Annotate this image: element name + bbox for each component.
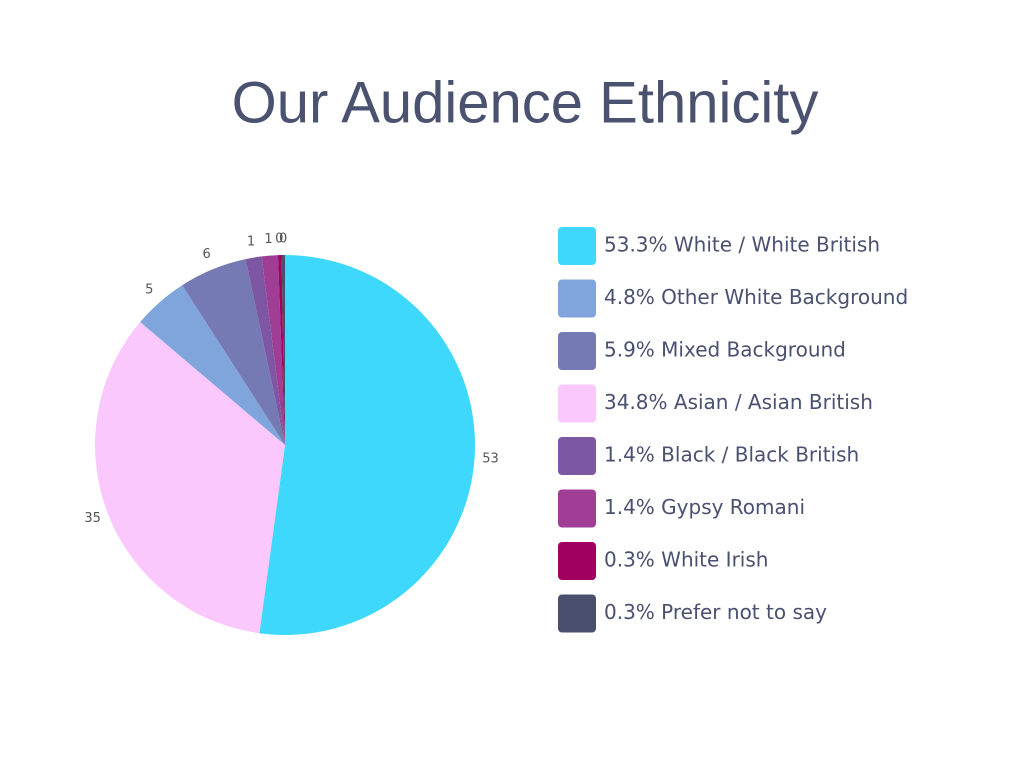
legend-swatch bbox=[558, 384, 596, 423]
legend-swatch bbox=[558, 437, 596, 475]
slice-label: 6 bbox=[202, 247, 210, 262]
slice-label: 5 bbox=[145, 283, 153, 298]
legend-label: 0.3% White Irish bbox=[604, 548, 768, 572]
legend-label: 0.3% Prefer not to say bbox=[604, 600, 827, 624]
legend-swatch bbox=[558, 279, 596, 318]
legend-swatch bbox=[558, 227, 596, 265]
chart-title: Our Audience Ethnicity bbox=[232, 70, 819, 135]
legend-swatch bbox=[558, 594, 596, 633]
pie-slice bbox=[245, 256, 285, 445]
slice-label: 0 bbox=[275, 232, 283, 247]
slice-label: 53 bbox=[482, 451, 499, 466]
legend-label: 5.9% Mixed Background bbox=[604, 338, 846, 362]
legend-swatch bbox=[558, 332, 596, 370]
legend-label: 53.3% White / White British bbox=[604, 233, 880, 257]
pie-slice bbox=[259, 255, 475, 635]
slice-label: 1 bbox=[247, 234, 255, 249]
legend-swatch bbox=[558, 542, 596, 580]
legend-label: 1.4% Black / Black British bbox=[604, 443, 859, 467]
pie-slice bbox=[182, 259, 285, 445]
legend-label: 1.4% Gypsy Romani bbox=[604, 495, 805, 519]
pie-slice bbox=[261, 255, 285, 445]
pie-slice bbox=[281, 255, 285, 445]
legend-label: 34.8% Asian / Asian British bbox=[604, 390, 873, 414]
pie-slice bbox=[277, 255, 285, 445]
slice-label: 1 bbox=[264, 232, 272, 247]
pie-slice bbox=[140, 285, 285, 445]
legend-label: 4.8% Other White Background bbox=[604, 285, 908, 309]
slice-label: 0 bbox=[279, 232, 287, 247]
pie-slice bbox=[95, 322, 285, 634]
legend-swatch bbox=[558, 489, 596, 528]
slice-label: 35 bbox=[84, 511, 101, 526]
